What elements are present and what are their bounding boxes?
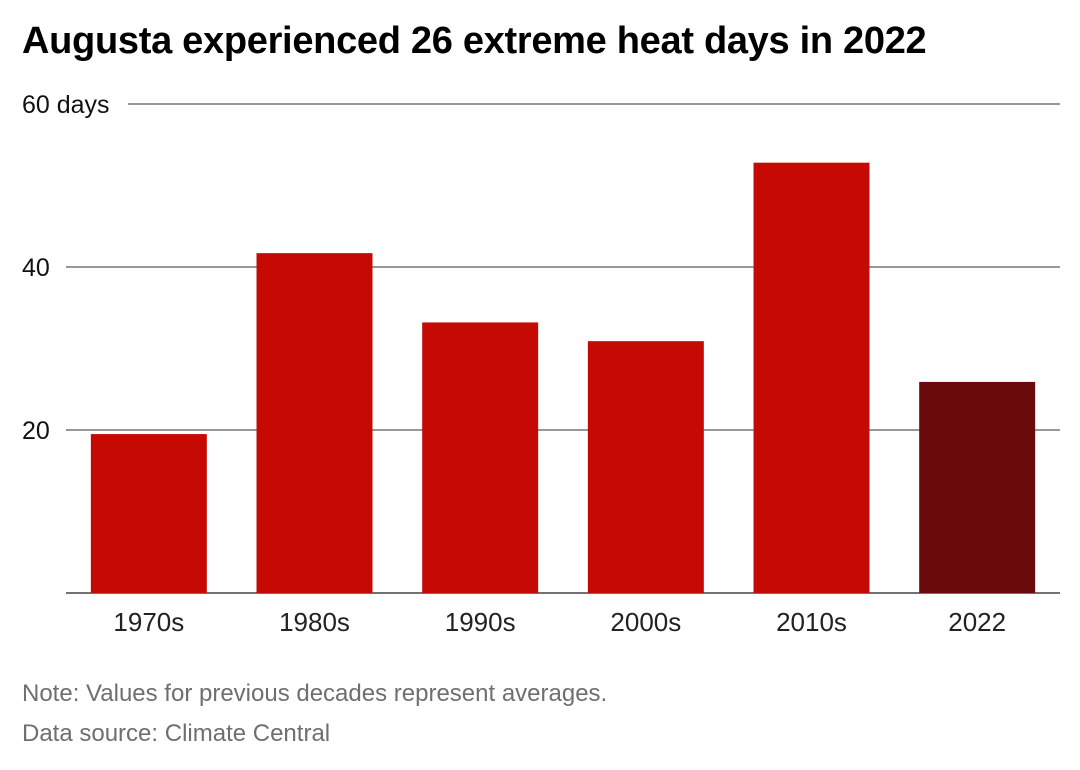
x-tick-label-2022: 2022: [948, 607, 1006, 637]
x-tick-label-2000s: 2000s: [610, 607, 681, 637]
y-tick-label-20: 20: [22, 417, 50, 445]
x-tick-labels: 1970s 1980s 1990s 2000s 2010s 2022: [113, 607, 1006, 637]
bar-1990s: [422, 322, 539, 593]
bar-1970s: [90, 434, 207, 593]
x-tick-label-1990s: 1990s: [445, 607, 516, 637]
bars: [90, 162, 1036, 593]
y-tick-label-40: 40: [22, 254, 50, 282]
y-tick-label-60: 60 days: [22, 91, 110, 119]
x-tick-label-1970s: 1970s: [113, 607, 184, 637]
y-tick-labels: 20 40 60 days: [22, 91, 110, 445]
footer-note: Note: Values for previous decades repres…: [22, 680, 608, 707]
bar-1980s: [256, 253, 373, 593]
bar-2010s: [753, 162, 870, 593]
gridlines: [66, 103, 1060, 594]
chart-title: Augusta experienced 26 extreme heat days…: [22, 20, 927, 62]
bar-2000s: [587, 341, 704, 593]
x-tick-label-2010s: 2010s: [776, 607, 847, 637]
bar-chart: 20 40 60 days 1970s 1980s 1990s 2000s 2010s 202…: [22, 91, 1060, 637]
x-tick-label-1980s: 1980s: [279, 607, 350, 637]
bar-2022: [919, 381, 1036, 593]
data-source: Data source: Climate Central: [22, 720, 331, 747]
